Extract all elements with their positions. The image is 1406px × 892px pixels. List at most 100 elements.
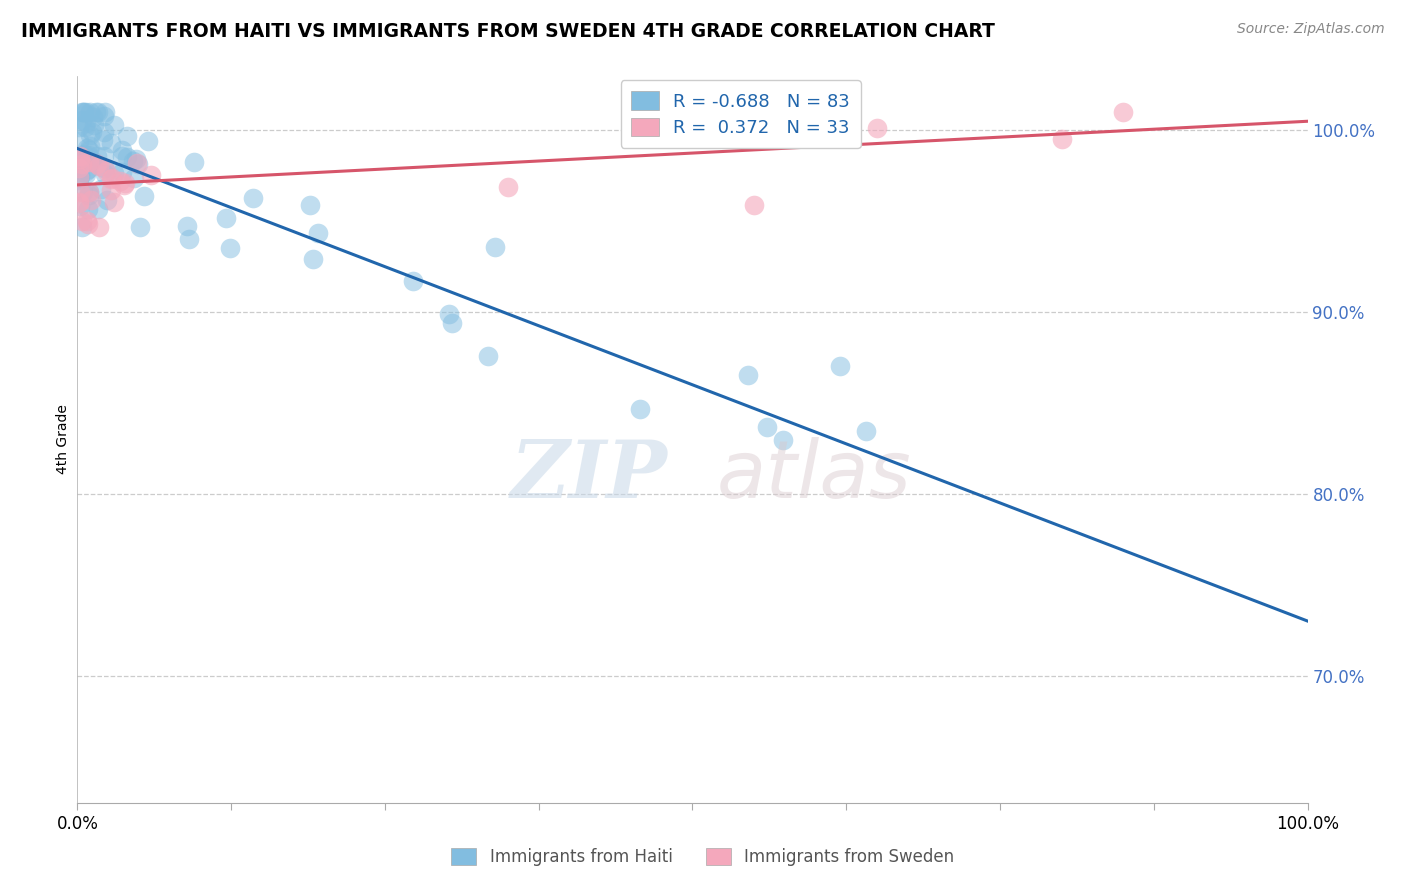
Legend: Immigrants from Haiti, Immigrants from Sweden: Immigrants from Haiti, Immigrants from S…: [443, 840, 963, 875]
Point: [401, 274, 423, 288]
Point: [67, 161, 90, 176]
Point: [90, 182, 112, 196]
Point: [80, 194, 103, 208]
Point: [69, 168, 91, 182]
Point: [242, 191, 264, 205]
Point: [125, 152, 148, 166]
Point: [93, 125, 115, 139]
Point: [93, 110, 115, 124]
Point: [67, 170, 90, 185]
Point: [77, 188, 100, 202]
Point: [73, 105, 96, 120]
Point: [72, 185, 94, 199]
Point: [103, 119, 125, 133]
Point: [101, 171, 124, 186]
Point: [79, 143, 101, 157]
Point: [72, 147, 94, 161]
Point: [79, 139, 101, 153]
Point: [100, 184, 122, 198]
Point: [94, 164, 117, 178]
Point: [72, 105, 94, 120]
Point: [125, 156, 148, 170]
Point: [75, 105, 97, 120]
Point: [67, 173, 90, 187]
Point: [298, 198, 321, 212]
Point: [179, 232, 201, 246]
Point: [307, 226, 329, 240]
Point: [67, 156, 90, 170]
Point: [75, 164, 97, 178]
Point: [866, 121, 889, 136]
Point: [302, 252, 325, 267]
Y-axis label: 4th Grade: 4th Grade: [56, 404, 70, 475]
Point: [70, 149, 93, 163]
Point: [94, 105, 117, 120]
Point: [70, 219, 93, 234]
Point: [67, 195, 90, 210]
Point: [77, 161, 100, 176]
Point: [111, 144, 134, 158]
Point: [96, 193, 118, 207]
Point: [484, 239, 506, 253]
Point: [86, 149, 108, 163]
Text: ZIP: ZIP: [510, 437, 668, 515]
Point: [772, 433, 794, 447]
Point: [69, 153, 91, 167]
Point: [742, 198, 765, 212]
Point: [737, 368, 759, 383]
Point: [79, 128, 101, 142]
Point: [756, 419, 779, 434]
Point: [132, 189, 155, 203]
Point: [87, 202, 110, 216]
Point: [76, 214, 98, 228]
Point: [141, 168, 163, 182]
Point: [219, 241, 242, 255]
Point: [100, 136, 122, 151]
Point: [183, 155, 205, 169]
Point: [122, 170, 145, 185]
Point: [128, 220, 150, 235]
Point: [77, 186, 100, 200]
Point: [439, 307, 461, 321]
Point: [75, 167, 97, 181]
Point: [67, 195, 90, 210]
Legend: R = -0.688   N = 83, R =  0.372   N = 33: R = -0.688 N = 83, R = 0.372 N = 33: [620, 80, 860, 148]
Text: Source: ZipAtlas.com: Source: ZipAtlas.com: [1237, 22, 1385, 37]
Point: [77, 202, 100, 216]
Point: [82, 110, 104, 124]
Text: atlas: atlas: [717, 437, 912, 515]
Point: [80, 153, 103, 168]
Point: [77, 148, 100, 162]
Point: [110, 165, 132, 179]
Point: [628, 402, 651, 417]
Point: [69, 199, 91, 213]
Point: [115, 128, 138, 143]
Point: [69, 185, 91, 199]
Point: [620, 105, 643, 120]
Point: [87, 159, 110, 173]
Point: [70, 105, 93, 120]
Point: [83, 118, 105, 132]
Point: [100, 171, 122, 186]
Point: [80, 125, 103, 139]
Point: [77, 185, 100, 199]
Point: [91, 133, 114, 147]
Point: [114, 176, 136, 190]
Point: [93, 149, 115, 163]
Point: [70, 157, 93, 171]
Point: [67, 170, 90, 185]
Point: [93, 161, 115, 175]
Point: [1112, 105, 1135, 120]
Point: [70, 113, 93, 128]
Point: [115, 150, 138, 164]
Point: [103, 166, 125, 180]
Point: [496, 179, 519, 194]
Point: [87, 105, 110, 120]
Point: [176, 219, 198, 233]
Point: [103, 195, 125, 210]
Point: [72, 214, 94, 228]
Point: [440, 316, 463, 330]
Point: [477, 349, 499, 363]
Point: [67, 120, 90, 134]
Point: [214, 211, 236, 225]
